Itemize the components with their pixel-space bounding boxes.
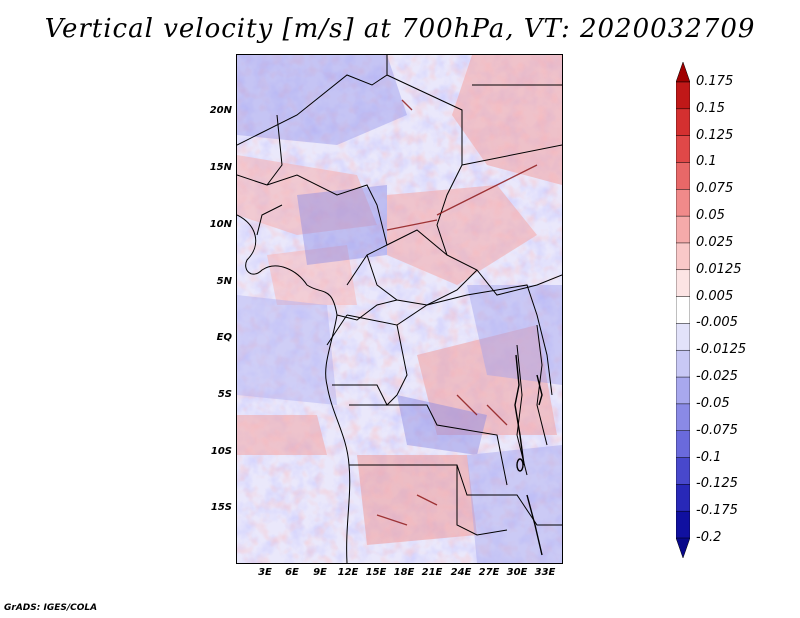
lat-label-10n: 10N	[209, 219, 232, 230]
lon-label-12e: 12E	[337, 567, 359, 578]
colorbar-bin	[676, 323, 690, 351]
colorbar-bin	[676, 242, 690, 271]
lon-label-27e: 27E	[478, 567, 500, 578]
colorbar-bin	[676, 376, 690, 405]
colorbar-label: -0.2	[696, 530, 722, 545]
lon-label-33e: 33E	[534, 567, 556, 578]
colorbar-bin	[676, 349, 690, 378]
map-panel	[236, 54, 563, 564]
lon-label-21e: 21E	[421, 567, 443, 578]
colorbar	[676, 62, 690, 558]
lon-label-6e: 6E	[285, 567, 299, 578]
colorbar-bin	[676, 484, 690, 512]
colorbar-max-arrow	[676, 62, 690, 83]
colorbar-label: -0.075	[696, 422, 738, 438]
lat-label-eq: EQ	[216, 332, 232, 343]
colorbar-label: -0.175	[696, 503, 738, 519]
lat-label-5n: 5N	[216, 276, 232, 287]
colorbar-bin	[676, 189, 690, 217]
lon-label-18e: 18E	[393, 567, 415, 578]
colorbar-label: 0.075	[696, 181, 734, 197]
colorbar-bin	[676, 457, 690, 486]
colorbar-label: 0.15	[696, 100, 725, 116]
colorbar-label: -0.025	[696, 369, 738, 385]
colorbar-label: 0.0125	[696, 261, 742, 277]
colorbar-label: 0.175	[696, 74, 734, 89]
lat-label-15n: 15N	[209, 162, 232, 173]
colorbar-min-arrow	[676, 537, 690, 558]
colorbar-label: 0.1	[696, 154, 717, 170]
colorbar-bin	[676, 430, 690, 459]
colorbar-label: -0.05	[696, 395, 730, 411]
lon-label-3e: 3E	[258, 567, 272, 578]
colorbar-label: -0.125	[696, 476, 738, 492]
lat-label-10s: 10S	[210, 446, 232, 457]
lat-label-20n: 20N	[209, 105, 232, 116]
colorbar-bin	[676, 162, 690, 191]
colorbar-label: -0.1	[696, 449, 722, 465]
grads-credit: GrADS: IGES/COLA	[4, 603, 98, 613]
lon-label-30e: 30E	[506, 567, 528, 578]
colorbar-bin	[676, 81, 690, 110]
colorbar-bin	[676, 510, 690, 539]
colorbar-bin	[676, 108, 690, 137]
lat-label-5s: 5S	[217, 389, 232, 400]
lon-label-24e: 24E	[450, 567, 472, 578]
colorbar-label: 0.025	[696, 234, 734, 250]
colorbar-bin	[676, 135, 690, 164]
colorbar-label: -0.005	[696, 315, 738, 331]
lat-label-15s: 15S	[210, 502, 232, 513]
colorbar-bin	[676, 215, 690, 244]
map-title: Vertical velocity [m/s] at 700hPa, VT: 2…	[44, 14, 756, 44]
colorbar-bin	[676, 403, 690, 432]
vertical-velocity-field	[237, 55, 562, 563]
colorbar-label: 0.125	[696, 127, 734, 143]
colorbar-bin	[676, 269, 690, 298]
lon-label-9e: 9E	[313, 567, 327, 578]
colorbar-label: 0.05	[696, 208, 725, 224]
colorbar-bin	[676, 296, 690, 325]
lon-label-15e: 15E	[365, 567, 387, 578]
colorbar-label: 0.005	[696, 288, 734, 304]
colorbar-label: -0.0125	[696, 342, 747, 358]
